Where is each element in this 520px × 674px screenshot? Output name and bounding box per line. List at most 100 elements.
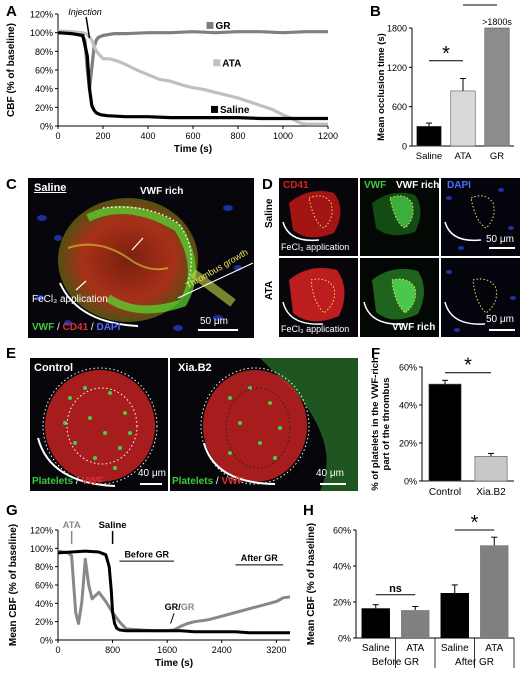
chart-h-bar-1 bbox=[401, 610, 430, 638]
scale-label-e2: 40 μm bbox=[316, 468, 344, 479]
label-xia-e: Xia.B2 bbox=[178, 362, 212, 374]
chart-g: 0% 20% 40% 60% 80% 100% 120% Mean CBF (% of bas… bbox=[8, 520, 291, 669]
label-vwf-rich-d1: VWF rich bbox=[396, 180, 439, 191]
scale-label-e1: 40 μm bbox=[138, 468, 166, 479]
chart-b-category-1: ATA bbox=[454, 151, 472, 162]
chart-a-legend-label-0: GR bbox=[216, 21, 232, 32]
scale-label-d1: 50 μm bbox=[486, 234, 514, 245]
chart-a-x-tick-label-2: 400 bbox=[140, 131, 155, 141]
chart-f-sig-star-0: * bbox=[464, 355, 472, 377]
chart-f-category-0: Control bbox=[429, 487, 461, 498]
chart-b-y-tick-label-0: 0 bbox=[402, 142, 407, 152]
panel-label-e: E bbox=[6, 345, 17, 362]
panel-label-f: F bbox=[371, 345, 381, 362]
chart-h-bar-3 bbox=[480, 545, 509, 638]
chart-g-y-tick-label-0: 0% bbox=[40, 636, 53, 646]
chart-g-y-tick-label-1: 20% bbox=[35, 617, 53, 627]
micrograph-d-ata-cd41: FeCl₃ application bbox=[279, 258, 358, 337]
chart-b-y-tick-label-3: 1800 bbox=[387, 24, 407, 34]
chart-h-category-3: ATA bbox=[485, 643, 503, 654]
chart-g-y-tick-label-2: 40% bbox=[35, 599, 53, 609]
chart-g-series-1 bbox=[57, 549, 290, 635]
chart-a-y-tick-label-0: 0% bbox=[40, 122, 53, 132]
chart-h-bar-2 bbox=[440, 593, 469, 638]
chart-h-category-0: Saline bbox=[362, 643, 390, 654]
chart-h-y-tick-label-1: 20% bbox=[333, 598, 351, 608]
panel-label-h: H bbox=[303, 502, 314, 519]
chart-a-x-tick-label-6: 1200 bbox=[318, 131, 338, 141]
chart-a-legend-swatch-0 bbox=[206, 21, 214, 29]
micrograph-c-art bbox=[28, 178, 254, 338]
chart-a-legend-swatch-1 bbox=[213, 59, 221, 67]
chart-b-y-tick-label-2: 1200 bbox=[387, 63, 407, 73]
chart-g-annotation-after-gr: After GR bbox=[241, 553, 279, 563]
chart-b-bar-0 bbox=[416, 126, 442, 147]
chart-a-annotation-injection: Injection bbox=[68, 7, 102, 17]
legend-sep-e2: / bbox=[213, 476, 222, 487]
chart-a-legend-label-1: ATA bbox=[222, 58, 241, 69]
label-saline-c: Saline bbox=[34, 182, 67, 194]
legend-e1: Platelets / VWF bbox=[32, 476, 104, 487]
chart-f-y-label: % of platelets in the VWF-richpart of th… bbox=[370, 357, 392, 491]
chart-a-x-tick-label-1: 200 bbox=[95, 131, 110, 141]
chart-a-x-tick-label-0: 0 bbox=[55, 131, 60, 141]
chart-h-y-tick-label-2: 40% bbox=[333, 562, 351, 572]
chart-g-y-label: Mean CBF (% of baseline) bbox=[8, 524, 19, 646]
chart-f: 0% 20% 40% 60% % of platelets in the VWF-ric… bbox=[370, 355, 514, 498]
micrograph-d-ata-dapi: 50 μm bbox=[441, 258, 520, 337]
chart-g-x-tick-label-1: 800 bbox=[105, 645, 120, 655]
panel-label-c: C bbox=[6, 176, 17, 193]
scale-label-c: 50 μm bbox=[200, 316, 228, 327]
chart-b-annotation-gt1800: >1800s bbox=[482, 17, 512, 27]
chart-f-bar-1 bbox=[474, 456, 508, 482]
chart-g-annotation-ata: ATA bbox=[63, 520, 81, 531]
chart-g-x-tick-label-0: 0 bbox=[55, 645, 60, 655]
row-label-saline-d: Saline bbox=[264, 198, 275, 228]
chart-a-y-tick-label-2: 40% bbox=[35, 84, 53, 94]
chart-b-category-2: GR bbox=[490, 151, 504, 162]
chart-a-y-tick-label-1: 20% bbox=[35, 103, 53, 113]
legend-vwf-c: VWF bbox=[32, 322, 55, 333]
legend-platelets-e2: Platelets bbox=[172, 476, 214, 487]
panel-label-b: B bbox=[370, 3, 381, 20]
chart-a-legend-label-2: Saline bbox=[220, 105, 250, 116]
chart-b-bar-2 bbox=[484, 27, 510, 147]
label-fecl3-d1: FeCl₃ application bbox=[281, 242, 350, 252]
chart-f-y-tick-label-1: 20% bbox=[399, 439, 417, 449]
thrombus-c bbox=[58, 198, 198, 322]
label-fecl3-d2: FeCl₃ application bbox=[281, 324, 350, 334]
chart-f-y-tick-label-3: 60% bbox=[399, 363, 417, 373]
legend-sep1-c: / bbox=[54, 322, 63, 333]
chart-b-sig-star-0: * bbox=[442, 43, 450, 65]
chart-f-y-tick-label-0: 0% bbox=[404, 477, 417, 487]
chart-g-annotation-gr-1: GR/ bbox=[165, 602, 182, 612]
chart-h-sig-ns: ns bbox=[389, 583, 402, 595]
chart-h-bar-0 bbox=[361, 608, 390, 638]
label-vwf-rich-d2: VWF rich bbox=[392, 322, 436, 333]
micrograph-d-saline-cd41: CD41 FeCl₃ application bbox=[279, 178, 358, 256]
legend-sep-e1: / bbox=[73, 476, 82, 487]
chart-f-y-tick-label-2: 40% bbox=[399, 401, 417, 411]
growth-arrow bbox=[177, 262, 254, 299]
chart-a-y-tick-label-3: 60% bbox=[35, 66, 53, 76]
chart-a-y-tick-label-6: 120% bbox=[30, 10, 53, 20]
chart-b-category-0: Saline bbox=[416, 151, 442, 162]
chart-h-category-2: Saline bbox=[441, 643, 469, 654]
legend-e2: Platelets / VWF bbox=[172, 476, 244, 487]
col-label-cd41: CD41 bbox=[283, 180, 309, 191]
micrograph-d-ata-vwf: VWF rich bbox=[360, 258, 439, 337]
chart-a-series-saline bbox=[57, 31, 328, 121]
row-label-ata-d: ATA bbox=[264, 280, 275, 300]
chart-g-y-tick-label-5: 100% bbox=[30, 544, 53, 554]
chart-g-arrow-gr bbox=[170, 613, 175, 624]
chart-a-injection-arrow bbox=[85, 16, 91, 39]
chart-a-y-tick-label-4: 80% bbox=[35, 47, 53, 57]
chart-g-y-tick-label-4: 80% bbox=[35, 562, 53, 572]
chart-h-group-1: After GR bbox=[455, 657, 494, 668]
chart-f-bar-0 bbox=[428, 383, 462, 482]
micrograph-d-saline-dapi: DAPI 50 μm bbox=[441, 178, 520, 256]
chart-a-x-tick-label-5: 1000 bbox=[273, 131, 293, 141]
chart-a: 0% 20% 40% 60% 80% 100% 120% CBF (% of baseline… bbox=[6, 7, 338, 155]
chart-g-annotation-gr-2: GR bbox=[181, 602, 195, 612]
chart-a-legend-swatch-2 bbox=[211, 105, 218, 113]
